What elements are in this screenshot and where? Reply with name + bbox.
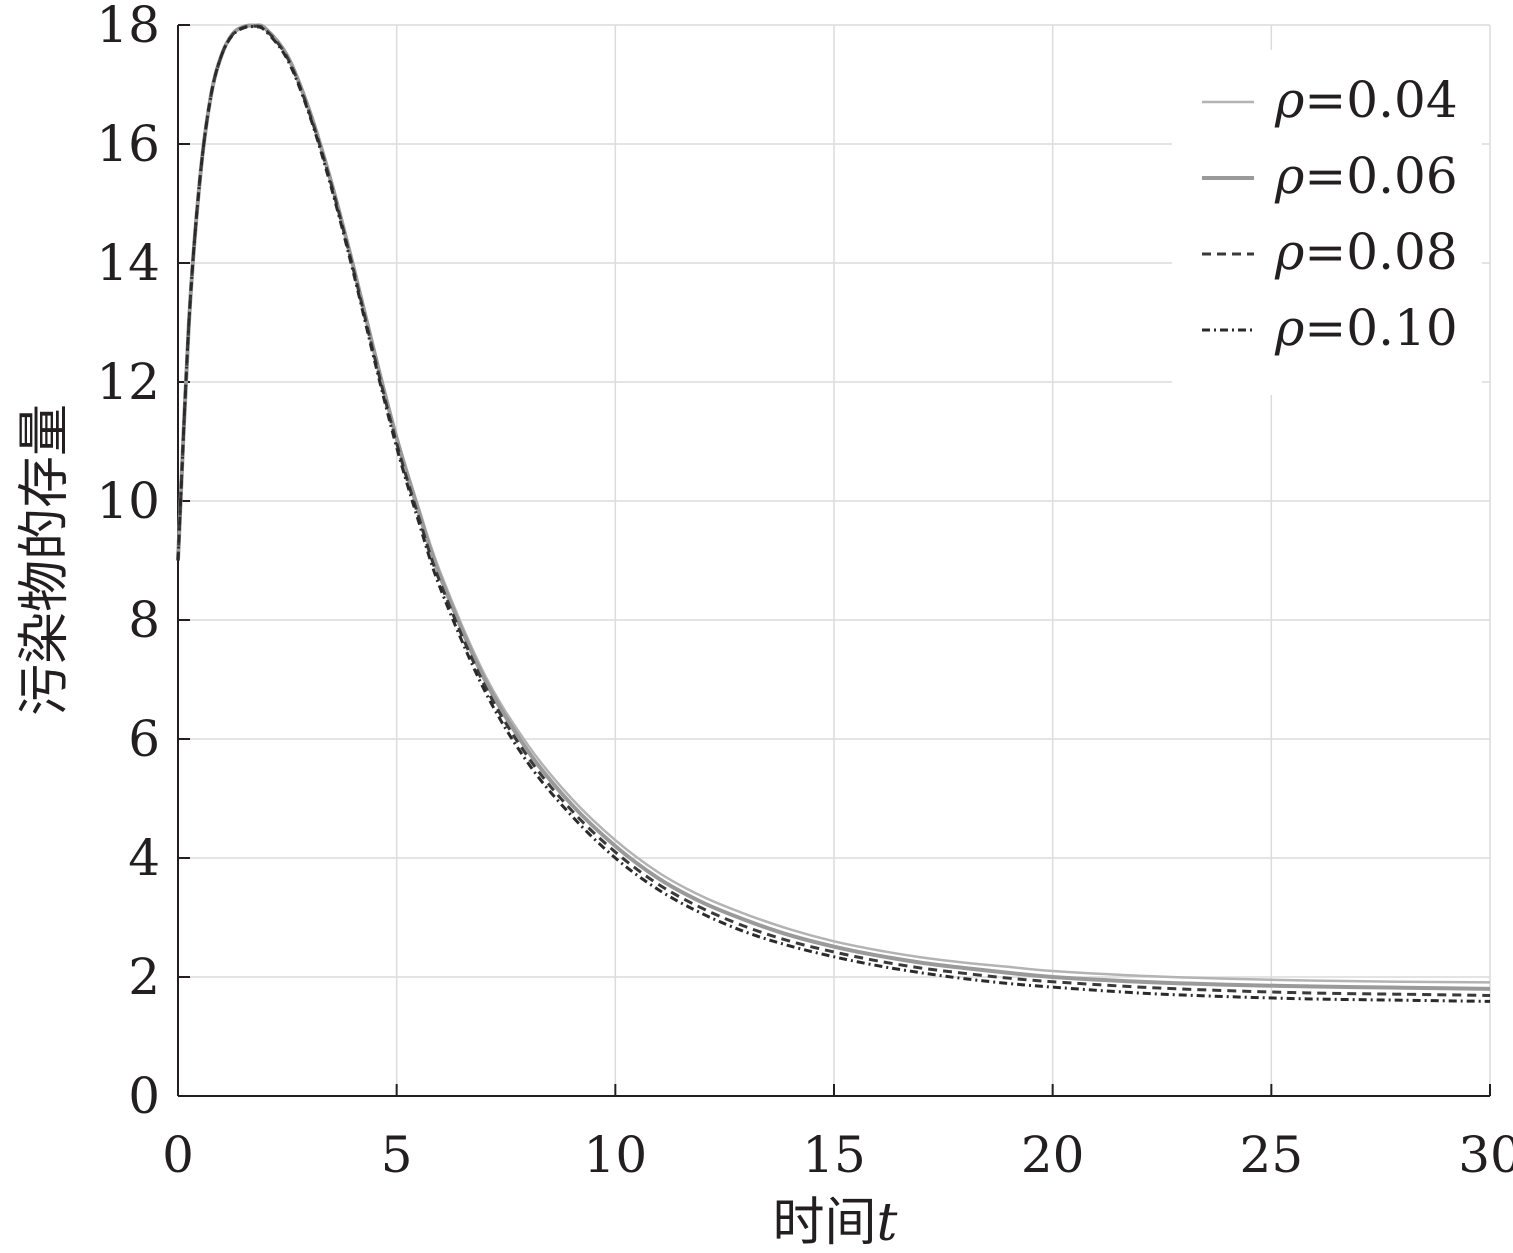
legend: ρ=0.04 ρ=0.06 ρ=0.08 ρ=0.10 bbox=[1172, 50, 1482, 395]
x-axis-label-var: t bbox=[877, 1193, 898, 1253]
legend-label-4: ρ=0.10 bbox=[1274, 299, 1458, 357]
x-tick-label: 30 bbox=[1458, 1126, 1513, 1184]
x-tick-label: 20 bbox=[1021, 1126, 1085, 1184]
y-tick-label: 2 bbox=[128, 948, 160, 1006]
y-tick-label: 6 bbox=[128, 710, 160, 768]
x-tick-label: 0 bbox=[162, 1126, 194, 1184]
series-line-3 bbox=[176, 24, 1491, 997]
legend-label-2: ρ=0.06 bbox=[1274, 147, 1458, 205]
legend-label-3: ρ=0.08 bbox=[1274, 223, 1458, 281]
y-tick-label: 4 bbox=[128, 829, 160, 887]
x-tick-label: 10 bbox=[584, 1126, 648, 1184]
y-tick-label: 18 bbox=[96, 0, 160, 54]
y-tick-label: 16 bbox=[96, 115, 160, 173]
y-tick-label: 8 bbox=[128, 591, 160, 649]
y-tick-label: 14 bbox=[96, 234, 160, 292]
x-tick-label: 5 bbox=[381, 1126, 413, 1184]
axes: 0 5 10 15 20 25 30 0 2 4 6 8 10 12 14 16 18 bbox=[96, 0, 1513, 1184]
y-tick-label: 12 bbox=[96, 353, 160, 411]
x-axis-label-main: 时间 bbox=[773, 1193, 877, 1253]
x-axis-label: 时间t bbox=[773, 1193, 898, 1253]
x-tick-label: 25 bbox=[1240, 1126, 1304, 1184]
series-line-4 bbox=[176, 25, 1491, 1003]
y-tick-label: 0 bbox=[128, 1067, 160, 1125]
legend-label-1: ρ=0.04 bbox=[1274, 71, 1458, 129]
y-axis-label: 污染物的存量 bbox=[15, 404, 75, 716]
x-tick-label: 15 bbox=[802, 1126, 866, 1184]
legend-box bbox=[1172, 50, 1482, 395]
y-tick-label: 10 bbox=[96, 472, 160, 530]
series-group bbox=[176, 23, 1491, 1003]
